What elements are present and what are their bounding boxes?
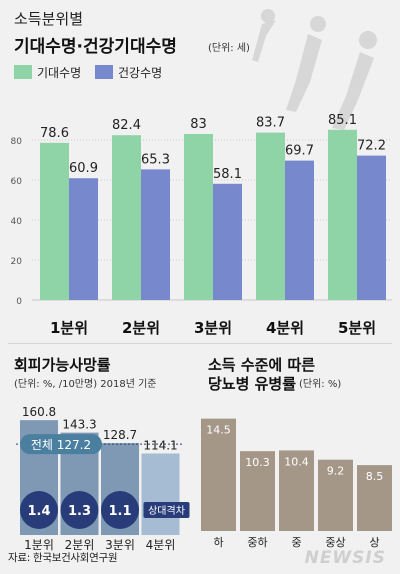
runner-silhouette-body <box>332 52 374 130</box>
chart-unit: (단위: %) <box>299 377 341 390</box>
data-label: 85.1 <box>328 113 357 128</box>
chart-title: 회피가능사망률 <box>14 356 111 374</box>
data-label: 9.2 <box>327 465 345 478</box>
ratio-value: 1.1 <box>108 504 131 519</box>
legend-label: 건강수명 <box>118 66 162 80</box>
bar-life-expectancy <box>40 142 69 300</box>
bar-healthy-life <box>357 155 386 300</box>
x-tick-label: 2분위 <box>122 319 160 337</box>
watermark-logo: NEWSIS <box>304 548 386 568</box>
data-label: 72.2 <box>357 139 386 154</box>
source-note: 자료: 한국보건사회연구원 <box>8 552 118 564</box>
data-label: 78.6 <box>40 126 69 141</box>
data-label: 60.9 <box>69 161 98 176</box>
y-tick-label: 20 <box>11 257 23 267</box>
x-tick-label: 중상 <box>325 536 345 549</box>
x-tick-label: 상 <box>369 536 379 549</box>
chart-title: 소득분위별 <box>14 10 83 28</box>
data-label: 8.5 <box>366 470 384 483</box>
data-label: 58.1 <box>213 167 242 182</box>
runner-silhouette-head <box>261 9 275 23</box>
y-tick-label: 0 <box>16 297 22 307</box>
ratio-value: 1.3 <box>68 504 91 519</box>
legend-swatch <box>95 65 113 79</box>
legend-swatch <box>14 65 32 79</box>
ratio-circle <box>101 491 139 529</box>
bar-diabetes <box>357 465 392 531</box>
bar-life-expectancy <box>184 134 213 300</box>
y-tick-label: 40 <box>11 217 23 227</box>
x-tick-label: 4분위 <box>266 319 304 337</box>
reference-badge <box>20 434 102 455</box>
bar-healthy-life <box>69 178 98 300</box>
reference-label: 전체 127.2 <box>31 438 91 452</box>
x-tick-label: 1분위 <box>24 538 54 552</box>
chart-unit: (단위: 세) <box>208 41 250 54</box>
bar-life-expectancy <box>328 129 357 300</box>
x-tick-label: 3분위 <box>105 538 135 552</box>
ratio-circle <box>20 491 58 529</box>
section-divider <box>8 343 392 344</box>
chart-unit: (단위: %, /10만명) 2018년 기준 <box>14 377 157 390</box>
y-tick-label: 80 <box>11 137 23 147</box>
x-tick-label: 2분위 <box>65 538 95 552</box>
runner-silhouette-body <box>252 20 276 62</box>
data-label: 143.3 <box>62 418 96 432</box>
bar-diabetes <box>201 418 236 531</box>
chart-subtitle: 당뇨병 유병률 <box>208 375 296 393</box>
runner-silhouette-head <box>310 16 326 32</box>
bar-diabetes <box>318 459 353 531</box>
x-tick-label: 5분위 <box>338 319 376 337</box>
data-label: 10.3 <box>245 456 270 469</box>
ratio-circle <box>60 491 99 529</box>
chart-title: 소득 수준에 따른 <box>208 356 315 374</box>
avoidable-mortality-chart: 회피가능사망률 (단위: %, /10만명) 2018년 기준 160.8 1분위 14… <box>14 356 190 552</box>
bar-diabetes <box>279 450 314 531</box>
runner-silhouette-head <box>359 31 377 49</box>
data-label: 83.7 <box>256 116 285 131</box>
x-tick-label: 1분위 <box>50 319 88 337</box>
x-tick-label: 하 <box>213 535 223 549</box>
bar-healthy-life <box>285 160 314 300</box>
data-label: 114.1 <box>143 439 177 453</box>
bar-healthy-life <box>141 169 170 300</box>
ratio-label: 상대격차 <box>148 504 185 517</box>
y-tick-label: 60 <box>11 177 23 187</box>
ratio-value: 1.4 <box>27 504 50 519</box>
x-tick-label: 중하 <box>247 535 267 549</box>
legend-label: 기대수명 <box>37 66 81 80</box>
data-label: 69.7 <box>285 144 314 159</box>
bar-life-expectancy <box>256 132 285 300</box>
chart-subtitle: 기대수명·건강기대수명 <box>14 37 177 57</box>
bar-mortality <box>141 453 180 535</box>
x-tick-label: 3분위 <box>194 319 232 337</box>
data-label: 14.5 <box>206 424 231 437</box>
x-tick-label: 4분위 <box>146 538 176 552</box>
bar-life-expectancy <box>112 135 141 300</box>
x-tick-label: 중 <box>291 536 301 549</box>
data-label: 160.8 <box>22 405 56 419</box>
data-label: 128.7 <box>103 428 137 442</box>
data-label: 83 <box>190 117 207 132</box>
bar-healthy-life <box>213 183 242 300</box>
runner-silhouette-body <box>286 34 322 112</box>
bar-diabetes <box>240 451 275 531</box>
data-label: 82.4 <box>112 118 141 133</box>
data-label: 10.4 <box>284 455 309 468</box>
ratio-label-box <box>143 502 190 518</box>
data-label: 65.3 <box>141 152 170 167</box>
